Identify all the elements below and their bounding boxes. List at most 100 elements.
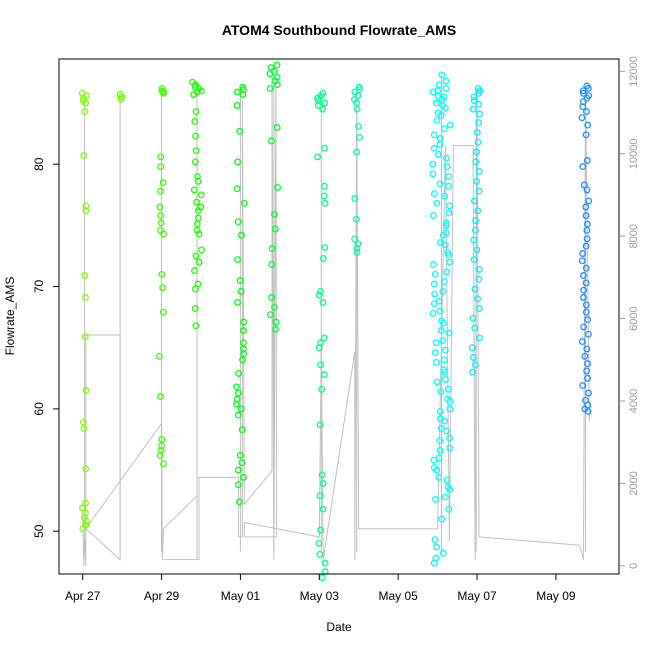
data-point (442, 221, 450, 229)
data-point (440, 356, 448, 364)
data-point (429, 170, 437, 178)
data-point (239, 91, 247, 98)
data-point (429, 160, 437, 168)
data-point (583, 345, 591, 353)
y-tick-label-left: 80 (32, 157, 46, 171)
data-point (445, 209, 453, 217)
data-point (440, 125, 448, 133)
data-point (580, 294, 587, 301)
data-point (82, 294, 89, 301)
data-point (160, 460, 167, 468)
data-point (273, 124, 281, 131)
data-point (579, 250, 587, 257)
data-point (319, 105, 327, 113)
data-point (158, 270, 166, 278)
data-point (82, 207, 90, 215)
data-point (431, 290, 439, 298)
data-point (353, 148, 361, 156)
y-tick-label-right: 10000 (628, 139, 640, 170)
data-point (583, 235, 591, 243)
data-point (320, 182, 328, 190)
data-point (156, 203, 164, 211)
data-point (471, 361, 479, 369)
data-point (470, 236, 478, 244)
data-point (578, 338, 586, 346)
data-point (583, 157, 591, 164)
data-point (445, 505, 453, 513)
y-tick-label-right: 4000 (628, 389, 640, 413)
data-point (160, 230, 168, 238)
data-point (583, 226, 591, 234)
data-point (584, 121, 592, 129)
data-point (351, 235, 359, 243)
data-point (441, 493, 449, 501)
data-point (234, 411, 242, 419)
data-point (432, 495, 439, 503)
data-point (157, 187, 165, 195)
data-point (192, 108, 200, 116)
data-point (435, 81, 443, 89)
data-point (438, 515, 446, 523)
data-point (266, 84, 274, 92)
data-point (433, 199, 441, 207)
data-point (437, 424, 445, 432)
data-point (321, 243, 329, 251)
data-point (441, 192, 449, 200)
data-point (469, 354, 477, 361)
data-point (442, 219, 450, 227)
data-point (273, 61, 281, 69)
data-point (356, 133, 364, 141)
data-point (315, 344, 323, 352)
data-point (159, 308, 167, 316)
data-point (473, 128, 481, 136)
data-point (474, 295, 482, 303)
data-point (473, 177, 481, 185)
data-point (439, 287, 447, 295)
data-point (471, 285, 479, 293)
data-point (240, 318, 248, 326)
data-point (157, 163, 165, 171)
data-point (234, 256, 242, 264)
data-point (584, 316, 592, 324)
data-point (475, 168, 483, 175)
data-point (579, 103, 587, 111)
data-point (351, 195, 359, 202)
data-point (436, 437, 444, 445)
data-point (582, 308, 590, 316)
data-point (439, 549, 447, 557)
data-point (271, 225, 279, 233)
data-point (442, 229, 450, 237)
data-point (582, 301, 590, 309)
data-point (270, 303, 278, 311)
data-point (321, 199, 329, 207)
data-point (266, 70, 274, 78)
data-point (353, 105, 361, 113)
data-point (471, 324, 479, 332)
data-point (238, 231, 245, 239)
data-point (438, 317, 445, 325)
data-point (476, 110, 483, 118)
data-point (470, 256, 478, 264)
data-point (321, 99, 329, 107)
data-point (437, 111, 445, 119)
data-point (475, 89, 482, 97)
data-point (157, 219, 165, 227)
data-point (580, 272, 587, 279)
data-point (432, 339, 440, 347)
data-point (80, 424, 88, 432)
data-point (321, 559, 329, 567)
data-point (238, 426, 246, 434)
data-point (439, 102, 446, 109)
data-point (436, 446, 444, 454)
data-point (236, 451, 244, 459)
data-point (194, 214, 202, 222)
data-point (81, 272, 89, 279)
data-point (437, 415, 444, 423)
data-point (583, 367, 591, 375)
data-point (193, 226, 201, 234)
data-point (156, 451, 164, 459)
data-point (315, 539, 323, 547)
data-point (440, 278, 448, 286)
data-point (472, 217, 480, 224)
